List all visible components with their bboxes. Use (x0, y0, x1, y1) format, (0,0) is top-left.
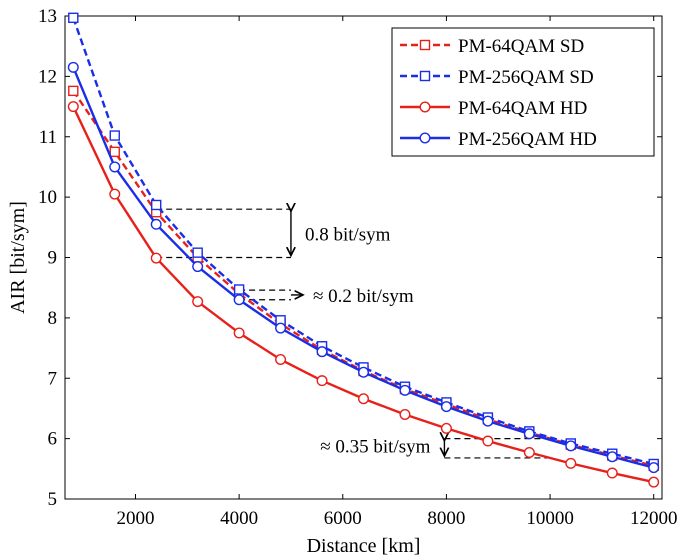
data-point (316, 375, 328, 387)
series-layer (67, 12, 660, 488)
data-point (192, 296, 204, 308)
annotation-2-label: ≈ 0.2 bit/sym (313, 286, 414, 307)
legend-entry: PM-256QAM SD (400, 67, 594, 88)
data-point (523, 447, 535, 459)
x-tick-label: 6000 (324, 508, 362, 529)
data-point (192, 261, 204, 273)
x-tick-label: 10000 (526, 508, 574, 529)
legend-entry: PM-256QAM HD (400, 129, 597, 150)
legend-marker (419, 132, 431, 144)
data-point (109, 188, 121, 200)
y-tick-label: 13 (38, 6, 57, 27)
data-point (151, 199, 162, 211)
y-tick-label: 6 (48, 429, 58, 450)
data-point (482, 415, 494, 427)
x-tick-label: 4000 (220, 508, 258, 529)
data-point (109, 146, 120, 158)
data-point (192, 247, 203, 258)
data-point (67, 61, 79, 73)
x-tick-label: 2000 (116, 508, 154, 529)
legend-label: PM-64QAM SD (458, 36, 584, 57)
data-point (233, 284, 245, 295)
data-point (523, 428, 535, 440)
data-point (150, 218, 162, 230)
annotations: 0.8 bit/sym ≈ 0.2 bit/sym ≈ 0.35 bit/sym (156, 209, 551, 459)
data-point (109, 130, 120, 141)
series-pm-64qam-hd (67, 101, 660, 488)
data-point (440, 401, 452, 413)
data-point (67, 101, 79, 113)
data-point (68, 12, 79, 24)
data-point (233, 294, 245, 306)
y-axis-title: AIR [bit/sym] (7, 201, 29, 314)
y-tick-label: 5 (48, 489, 58, 510)
data-point (648, 462, 660, 474)
data-point (606, 467, 618, 479)
data-point (275, 354, 287, 366)
data-point (275, 322, 287, 334)
x-tick-label: 8000 (427, 508, 465, 529)
y-tick-label: 9 (48, 248, 58, 269)
data-point (233, 327, 245, 339)
legend-box (391, 27, 655, 157)
legend: PM-64QAM SD PM-256QAM SD PM-64QAM HD PM-256… (391, 27, 655, 157)
y-tick-label: 7 (48, 368, 58, 389)
x-axis-title: Distance [km] (307, 535, 421, 557)
data-point (399, 408, 411, 420)
legend-marker (419, 70, 431, 82)
annotation-3-label: ≈ 0.35 bit/sym (320, 437, 430, 458)
legend-marker (419, 39, 431, 51)
x-tick-label: 12000 (630, 508, 678, 529)
data-point (109, 161, 121, 173)
data-point (482, 435, 494, 447)
series-line (72, 17, 654, 466)
data-point (440, 422, 452, 434)
data-point (565, 440, 577, 452)
data-point (399, 384, 411, 396)
legend-label: PM-256QAM HD (458, 129, 597, 150)
data-point (358, 393, 370, 405)
legend-label: PM-256QAM SD (458, 67, 594, 88)
data-point (68, 85, 79, 97)
legend-marker (419, 101, 431, 113)
data-point (358, 366, 370, 378)
legend-label: PM-64QAM HD (458, 98, 587, 119)
legend-entry: PM-64QAM SD (400, 36, 584, 57)
legend-entry: PM-64QAM HD (400, 98, 587, 119)
y-tick-label: 8 (48, 308, 58, 329)
axis-ticks: 2000 4000 6000 8000 10000 12000 5 6 7 8 9 10 11 12 13 (38, 6, 677, 529)
data-point (316, 346, 328, 358)
annotation-1-label: 0.8 bit/sym (305, 224, 391, 245)
y-tick-label: 10 (38, 187, 57, 208)
data-point (606, 451, 618, 463)
series-pm-256qam-hd (67, 61, 660, 474)
y-tick-label: 12 (38, 66, 57, 87)
data-point (648, 476, 660, 488)
data-point (150, 252, 162, 264)
y-tick-label: 11 (39, 127, 57, 148)
data-point (565, 457, 577, 469)
